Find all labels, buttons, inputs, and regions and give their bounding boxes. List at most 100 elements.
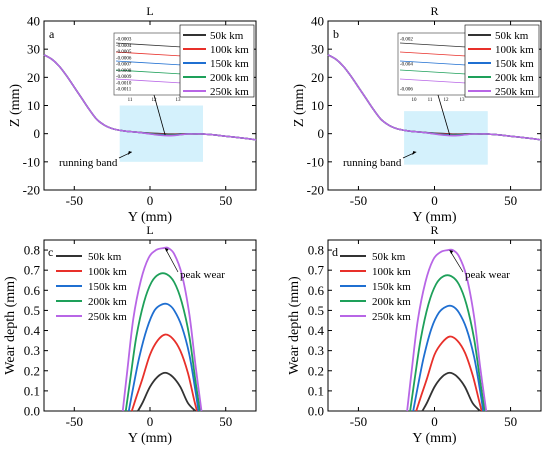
y-tick-label: 0.2 — [308, 363, 324, 378]
legend-label: 250k km — [88, 311, 127, 323]
wear-line-50k-km — [421, 371, 481, 412]
y-tick-label: 0.5 — [24, 303, 40, 318]
peak-wear-label: peak wear — [465, 269, 510, 281]
y-tick-label: -10 — [23, 154, 40, 169]
inset-line — [115, 60, 183, 66]
x-tick-label: 0 — [431, 414, 438, 429]
panel-letter: a — [49, 27, 55, 41]
legend-label: 100k km — [372, 266, 411, 278]
inset-y-tick: -0.0011 — [116, 88, 132, 93]
y-tick-label: 30 — [27, 42, 40, 57]
legend: 50k km 100k km 150k km 200k km 250k km — [179, 24, 255, 98]
y-tick-label: 0.0 — [24, 404, 40, 419]
inset-y-tick: -0.0004 — [116, 44, 132, 49]
legend-label: 200k km — [88, 296, 127, 308]
y-axis-title: Wear depth (mm) — [287, 276, 302, 375]
running-band-arrowhead — [127, 150, 132, 155]
y-tick-label: 0 — [318, 126, 325, 141]
legend-label: 250k km — [372, 311, 411, 323]
x-tick-label: -50 — [66, 414, 83, 429]
legend-label: 50k km — [88, 251, 122, 263]
x-axis-title: Y (mm) — [128, 210, 173, 225]
wear-line-250k-km — [121, 246, 203, 412]
legend: 50k km 100k km 150k km 200k km 250k km — [340, 251, 411, 323]
y-tick-label: 0.4 — [308, 323, 325, 338]
inset-x-tick: 11 — [428, 98, 433, 103]
inset-pointer — [437, 94, 451, 136]
x-tick-label: 0 — [147, 193, 154, 208]
y-tick-label: 0 — [34, 126, 41, 141]
panel-letter: b — [333, 27, 339, 41]
panel-title: R — [430, 223, 438, 237]
inset-y-tick: -0.0008 — [116, 69, 132, 74]
y-tick-label: -10 — [307, 154, 324, 169]
profile-line-250k-km — [327, 54, 542, 141]
legend-label: 50k km — [495, 30, 529, 42]
inset-y-tick: -0.002 — [400, 38, 413, 43]
legend-label: 150k km — [495, 58, 534, 70]
y-tick-label: 0.6 — [308, 283, 325, 298]
inset-pointer — [153, 94, 166, 136]
wear-line-250k-km — [406, 248, 488, 412]
panel-a-axes: -50 0 50 -20 -10 0 10 20 30 40 L Y (mm) Z (mm) — [8, 4, 257, 225]
inset-line — [115, 78, 183, 84]
wear-line-150k-km — [412, 304, 485, 412]
y-tick-label: 10 — [311, 98, 324, 113]
inset-x-tick: 12 — [152, 98, 158, 103]
running-band-arrowhead — [412, 150, 417, 155]
y-tick-label: 10 — [27, 98, 40, 113]
legend: 50k km 100k km 150k km 200k km 250k km — [56, 251, 127, 323]
running-band-label: running band — [59, 157, 118, 169]
y-tick-label: 0.8 — [24, 243, 40, 258]
y-tick-label: 20 — [27, 70, 40, 85]
legend-label: 100k km — [88, 266, 127, 278]
inset-y-tick: -0.006 — [400, 88, 413, 93]
panel-letter: c — [48, 245, 53, 259]
y-tick-label: 0.3 — [24, 343, 40, 358]
profile-line-250k-km — [43, 54, 257, 141]
y-tick-label: 0.3 — [308, 343, 324, 358]
inset-line — [399, 42, 467, 48]
inset-y-tick: -0.0006 — [116, 56, 132, 61]
legend-label: 200k km — [372, 296, 411, 308]
panel-title: L — [146, 223, 153, 237]
x-tick-label: 50 — [504, 414, 517, 429]
inset-zoom: -0.0003-0.0004-0.0005-0.0006-0.0007-0.00… — [113, 32, 185, 103]
x-tick-label: -50 — [66, 193, 83, 208]
inset-x-tick: 13 — [176, 98, 182, 103]
inset-y-tick: -0.0003 — [116, 38, 132, 43]
inset-y-tick: -0.0009 — [116, 75, 132, 80]
inset-line — [399, 78, 467, 84]
y-tick-label: 0.7 — [308, 263, 325, 278]
inset-line — [399, 69, 467, 75]
wear-line-100k-km — [130, 333, 198, 412]
inset-y-tick: -0.0007 — [116, 63, 132, 68]
x-tick-label: 50 — [504, 193, 517, 208]
y-tick-label: 30 — [311, 42, 324, 57]
peak-wear-label: peak wear — [180, 269, 225, 281]
x-tick-label: 50 — [219, 193, 232, 208]
inset-y-tick: -0.0010 — [116, 81, 132, 86]
y-axis-title: Z (mm) — [8, 84, 23, 127]
y-tick-label: 0.7 — [24, 263, 41, 278]
legend-label: 100k km — [495, 44, 534, 56]
panel-title: R — [430, 4, 438, 18]
panel-d-axes: -50 0 50 0.0 0.1 0.2 0.3 0.4 0.5 0.6 0.7 0.8 R Y (mm)… — [287, 223, 542, 446]
panel-letter: d — [332, 245, 338, 259]
legend-label: 150k km — [372, 281, 411, 293]
peak-wear-arrowhead — [164, 248, 169, 253]
inset-line — [399, 60, 467, 66]
inset-line — [115, 51, 183, 57]
y-tick-label: 0.6 — [24, 283, 41, 298]
inset-line — [115, 69, 183, 75]
inset-line — [115, 42, 183, 48]
x-axis-title: Y (mm) — [412, 431, 457, 446]
y-tick-label: 20 — [311, 70, 324, 85]
wear-line-100k-km — [415, 335, 483, 412]
x-tick-label: 0 — [431, 193, 438, 208]
legend-label: 50k km — [372, 251, 406, 263]
legend-label: 150k km — [210, 58, 249, 70]
x-tick-label: 0 — [147, 414, 154, 429]
wear-line-200k-km — [409, 274, 486, 412]
